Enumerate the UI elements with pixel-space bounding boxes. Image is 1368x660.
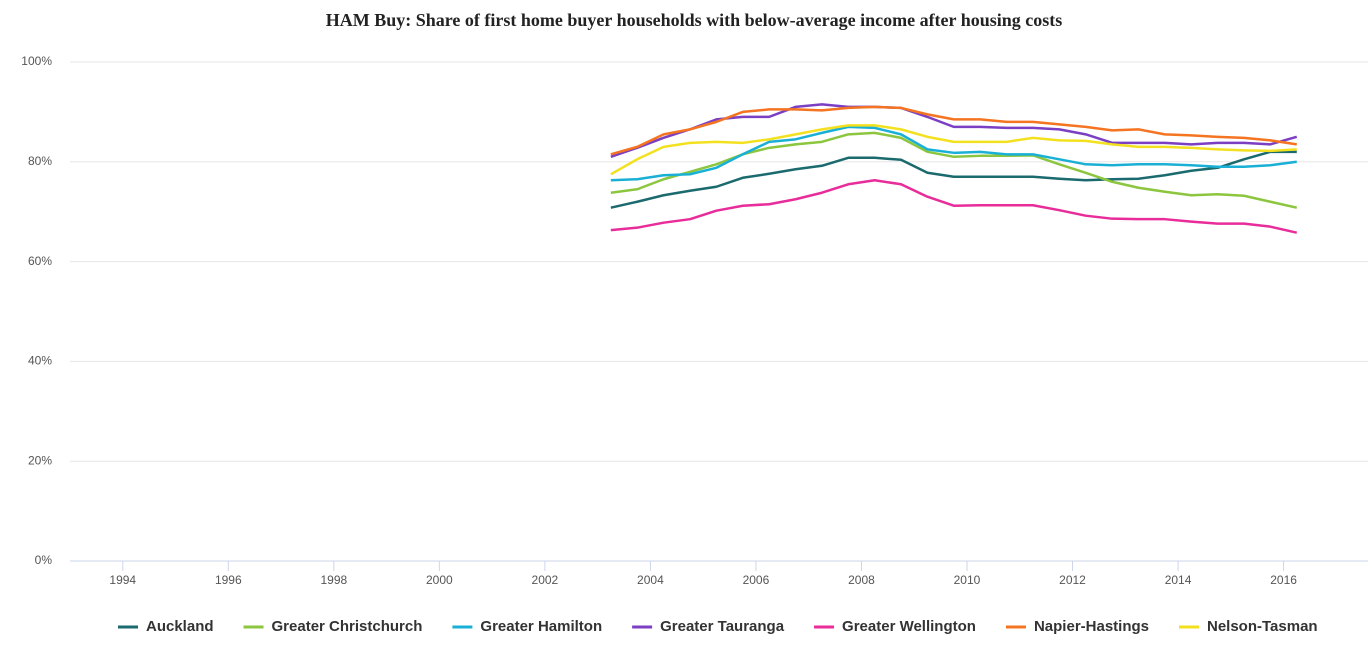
x-tick-label: 1994 [109,573,136,587]
series-line [610,179,1298,234]
series-line [610,105,1297,156]
series-line [610,124,1297,176]
legend-label: Nelson-Tasman [1207,618,1318,635]
x-tick-label: 1998 [320,573,347,587]
series-line [610,125,1297,182]
y-tick-label: 60% [28,254,52,268]
series-line [610,131,1298,209]
x-tick-label: 2002 [532,573,559,587]
legend-label: Greater Christchurch [272,618,423,635]
y-tick-label: 80% [28,154,52,168]
x-tick-label: 1996 [215,573,242,587]
legend-label: Auckland [146,618,214,635]
y-tick-label: 100% [21,54,52,68]
x-tick-label: 2008 [848,573,875,587]
x-tick-label: 2014 [1165,573,1192,587]
x-tick-label: 2004 [637,573,664,587]
y-tick-label: 20% [28,453,52,467]
legend-label: Greater Hamilton [480,618,602,635]
series-line [610,150,1297,209]
x-tick-label: 2006 [743,573,770,587]
y-tick-label: 0% [35,553,53,567]
legend-label: Greater Wellington [842,618,976,635]
chart-title: HAM Buy: Share of first home buyer house… [326,10,1063,30]
legend-label: Napier-Hastings [1034,618,1149,635]
x-tick-label: 2000 [426,573,453,587]
y-tick-label: 40% [28,354,52,368]
x-tick-label: 2016 [1270,573,1297,587]
legend-label: Greater Tauranga [660,618,785,635]
x-tick-label: 2012 [1059,573,1086,587]
x-tick-label: 2010 [954,573,981,587]
